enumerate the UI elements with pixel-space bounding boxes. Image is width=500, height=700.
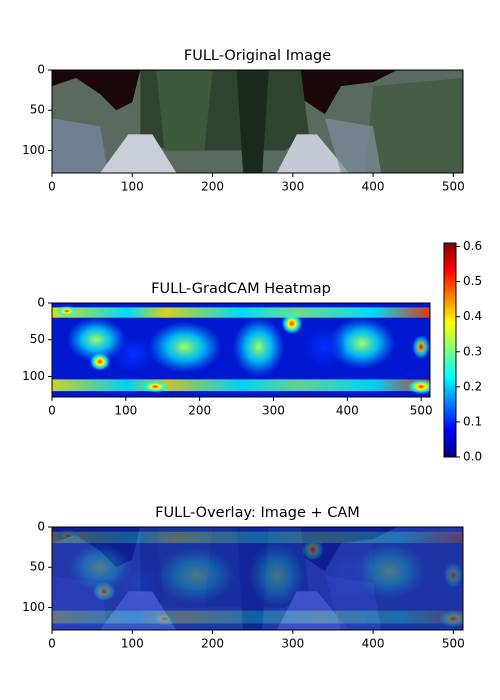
x-tick-label: 0	[48, 637, 56, 651]
x-tick-label: 300	[281, 180, 304, 194]
colorbar-tick-label: 0.1	[463, 414, 482, 428]
x-tick-label: 300	[262, 404, 285, 418]
x-tick-label: 200	[201, 637, 224, 651]
colorbar-tick-label: 0.0	[463, 450, 482, 464]
y-tick-label: 0	[37, 63, 45, 77]
x-tick-label: 200	[201, 180, 224, 194]
x-tick-label: 500	[442, 637, 465, 651]
colorbar-tick-label: 0.2	[463, 379, 482, 393]
axes-frame	[51, 526, 464, 631]
colorbar-tick-label: 0.4	[463, 309, 482, 323]
y-tick-label: 50	[30, 103, 45, 117]
panel-title: FULL-GradCAM Heatmap	[151, 281, 331, 297]
y-tick-label: 100	[22, 600, 45, 614]
image	[52, 527, 468, 630]
panel-title: FULL-Overlay: Image + CAM	[155, 505, 360, 521]
y-tick-label: 100	[22, 369, 45, 383]
x-tick-label: 500	[410, 404, 433, 418]
x-tick-label: 300	[281, 637, 304, 651]
x-tick-label: 500	[442, 180, 465, 194]
image	[52, 70, 463, 173]
y-tick-label: 0	[37, 296, 45, 310]
x-tick-label: 0	[48, 404, 56, 418]
y-tick-label: 50	[30, 332, 45, 346]
x-tick-label: 200	[188, 404, 211, 418]
panel-title: FULL-Original Image	[184, 48, 331, 64]
image	[52, 303, 430, 397]
x-tick-label: 100	[121, 637, 144, 651]
colorbar-tick-label: 0.5	[463, 274, 482, 288]
x-tick-label: 400	[362, 637, 385, 651]
x-tick-label: 400	[362, 180, 385, 194]
colorbar-tick-label: 0.3	[463, 344, 482, 358]
x-tick-label: 100	[114, 404, 137, 418]
axes-frame	[51, 69, 464, 174]
x-tick-label: 0	[48, 180, 56, 194]
y-tick-label: 50	[30, 560, 45, 574]
colorbar-tick-label: 0.6	[463, 239, 482, 253]
colorbar	[443, 242, 457, 458]
x-tick-label: 100	[121, 180, 144, 194]
y-tick-label: 0	[37, 520, 45, 534]
axes-frame	[51, 302, 431, 398]
x-tick-label: 400	[336, 404, 359, 418]
y-tick-label: 100	[22, 143, 45, 157]
